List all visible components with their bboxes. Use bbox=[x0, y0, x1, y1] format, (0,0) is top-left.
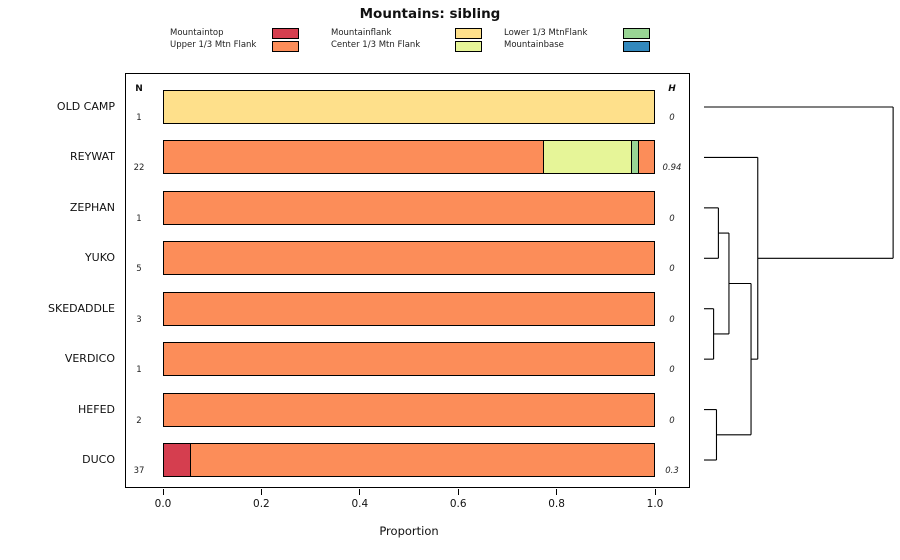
legend-swatch bbox=[623, 41, 650, 52]
row-label: ZEPHAN bbox=[69, 200, 115, 214]
bar-segment bbox=[164, 242, 654, 275]
n-value: 5 bbox=[136, 264, 142, 275]
legend-label: Upper 1/3 Mtn Flank bbox=[170, 40, 257, 50]
stacked-bar bbox=[163, 140, 655, 175]
bar-segment bbox=[164, 141, 544, 174]
x-tick-label: 0.8 bbox=[548, 498, 565, 510]
legend-swatch bbox=[455, 41, 482, 52]
n-value: 3 bbox=[136, 314, 142, 325]
legend-swatch bbox=[272, 28, 299, 39]
x-tick-label: 0.0 bbox=[154, 498, 172, 510]
h-value: 0.3 bbox=[665, 466, 679, 476]
legend-label: Mountainbase bbox=[504, 40, 564, 50]
n-value: 2 bbox=[136, 415, 142, 426]
bar-segment bbox=[631, 141, 640, 174]
legend-swatch bbox=[623, 28, 650, 39]
row-label: REYWAT bbox=[70, 150, 115, 164]
x-axis-title: Proportion bbox=[379, 524, 439, 538]
bar-segment bbox=[190, 444, 654, 476]
h-value: 0 bbox=[669, 314, 675, 325]
bar-segment bbox=[164, 292, 654, 325]
bar-segment bbox=[164, 393, 654, 426]
x-tick bbox=[359, 489, 361, 495]
n-value: 1 bbox=[136, 113, 142, 123]
x-tick-label: 1.0 bbox=[646, 498, 664, 510]
stacked-bar bbox=[163, 342, 655, 377]
x-tick bbox=[260, 489, 262, 495]
stacked-bar bbox=[163, 392, 655, 427]
legend-swatch bbox=[455, 28, 482, 39]
bar-segment bbox=[164, 444, 191, 476]
n-column-header: N bbox=[135, 84, 143, 94]
row-label: SKEDADDLE bbox=[48, 301, 115, 315]
n-value: 37 bbox=[133, 466, 145, 476]
n-value: 1 bbox=[136, 213, 142, 224]
x-tick-label: 0.2 bbox=[253, 498, 270, 510]
h-value: 0.94 bbox=[662, 163, 682, 174]
h-value: 0 bbox=[669, 213, 675, 224]
n-value: 22 bbox=[133, 163, 145, 174]
x-tick bbox=[162, 489, 164, 495]
x-tick-label: 0.4 bbox=[351, 498, 369, 510]
h-value: 0 bbox=[669, 113, 675, 123]
x-tick bbox=[556, 489, 558, 495]
legend-swatch-group bbox=[623, 28, 650, 54]
x-tick-label: 0.6 bbox=[449, 498, 467, 510]
legend-label-group: Mountainflank Center 1/3 Mtn Flank bbox=[331, 27, 420, 51]
h-column-header: H bbox=[668, 84, 676, 94]
bar-segment bbox=[543, 141, 632, 174]
stacked-bar bbox=[163, 190, 655, 225]
h-value: 0 bbox=[669, 415, 675, 426]
bar-segment bbox=[164, 91, 654, 123]
legend-swatch-group bbox=[455, 28, 482, 54]
legend-label: Mountaintop bbox=[170, 28, 224, 38]
row-label: OLD CAMP bbox=[56, 100, 115, 113]
row-label: YUKO bbox=[84, 251, 115, 265]
h-value: 0 bbox=[669, 365, 675, 376]
legend-label: Center 1/3 Mtn Flank bbox=[331, 40, 421, 50]
x-tick bbox=[654, 489, 656, 495]
bar-segment bbox=[164, 191, 654, 224]
row-label: DUCO bbox=[82, 453, 115, 466]
bar-segment bbox=[639, 141, 654, 174]
legend-label: Lower 1/3 MtnFlank bbox=[504, 28, 588, 38]
row-label: HEFED bbox=[78, 402, 115, 416]
legend-label: Mountainflank bbox=[331, 28, 392, 38]
stacked-bar bbox=[163, 291, 655, 326]
chart-title: Mountains: sibling bbox=[359, 6, 501, 22]
n-value: 1 bbox=[136, 365, 142, 376]
h-value: 0 bbox=[669, 264, 675, 275]
bar-segment bbox=[164, 343, 654, 376]
stacked-bar bbox=[163, 90, 655, 124]
stacked-bar bbox=[163, 443, 655, 477]
stacked-bar bbox=[163, 241, 655, 276]
row-label: VERDICO bbox=[64, 352, 115, 366]
legend-swatch-group bbox=[272, 28, 299, 54]
x-tick bbox=[457, 489, 459, 495]
legend-label-group: Mountaintop Upper 1/3 Mtn Flank bbox=[170, 27, 256, 51]
legend-swatch bbox=[272, 41, 299, 52]
legend-label-group: Lower 1/3 MtnFlank Mountainbase bbox=[504, 27, 587, 51]
